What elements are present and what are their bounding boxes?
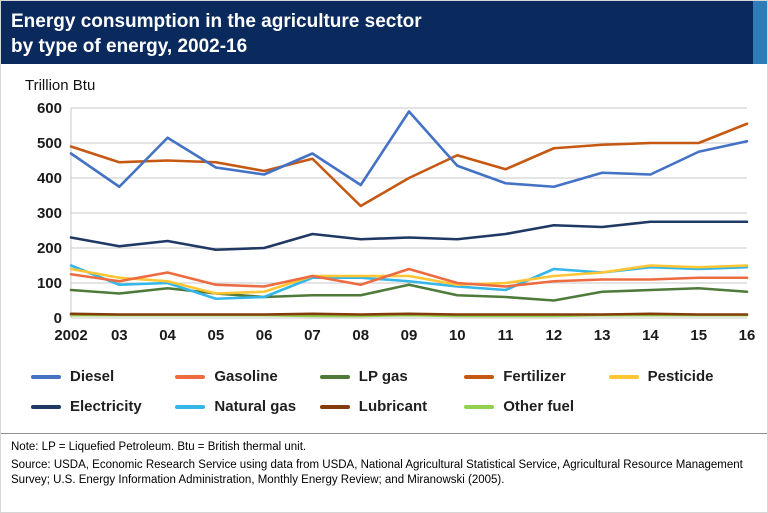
x-tick-label: 15 xyxy=(690,327,707,344)
legend-item-gasoline: Gasoline xyxy=(175,368,319,385)
x-tick-label: 05 xyxy=(208,327,225,344)
y-tick-label: 100 xyxy=(37,275,62,292)
y-axis-unit-label: Trillion Btu xyxy=(25,77,96,94)
series-line-lubricant xyxy=(69,312,749,316)
legend-label-fertilizer: Fertilizer xyxy=(503,368,566,385)
legend-swatch-pesticide xyxy=(608,374,639,379)
legend-swatch-lubricant xyxy=(319,404,350,409)
legend-item-pesticide: Pesticide xyxy=(608,368,753,385)
y-tick-label: 400 xyxy=(37,170,62,187)
header-accent-bar xyxy=(753,1,767,64)
series-line-diesel xyxy=(69,110,749,189)
series-line-lp-gas xyxy=(69,283,749,302)
x-tick-label: 2002 xyxy=(54,327,87,344)
x-tick-label: 03 xyxy=(111,327,128,344)
series-line-gasoline xyxy=(69,267,749,288)
notes-divider xyxy=(1,433,767,434)
x-tick-label: 07 xyxy=(304,327,321,344)
x-tick-label: 04 xyxy=(159,327,176,344)
legend-swatch-natural-gas xyxy=(175,404,206,409)
line-chart-area: 0 100 200 300 400 500 600 2002 03 04 05 06 07 08 09 10 1… xyxy=(1,96,767,348)
legend-label-gasoline: Gasoline xyxy=(214,368,278,385)
x-tick-label: 14 xyxy=(642,327,659,344)
legend-label-pesticide: Pesticide xyxy=(647,368,714,385)
x-tick-label: 11 xyxy=(498,327,514,344)
legend-item-natural-gas: Natural gas xyxy=(175,398,319,415)
note-text: Note: LP = Liquefied Petroleum. Btu = Br… xyxy=(11,441,307,453)
legend-label-lubricant: Lubricant xyxy=(358,398,428,415)
y-tick-label: 300 xyxy=(37,205,62,222)
chart-header: Energy consumption in the agriculture se… xyxy=(1,1,767,64)
notes-block: Note: LP = Liquefied Petroleum. Btu = Br… xyxy=(1,434,767,489)
chart-title-line1: Energy consumption in the agriculture se… xyxy=(11,11,422,32)
series-line-electricity xyxy=(69,220,749,252)
source-text: Source: USDA, Economic Research Service … xyxy=(11,458,743,487)
legend-item-diesel: Diesel xyxy=(31,368,175,385)
chart-legend: Diesel Gasoline LP gas Fertilizer Pesticide E… xyxy=(31,368,753,415)
y-tick-label: 500 xyxy=(37,135,62,152)
legend-item-lubricant: Lubricant xyxy=(319,398,464,415)
x-tick-label: 12 xyxy=(546,327,563,344)
legend-label-lp-gas: LP gas xyxy=(358,368,408,385)
x-tick-label: 06 xyxy=(256,327,273,344)
chart-title: Energy consumption in the agriculture se… xyxy=(1,1,753,64)
legend-label-other-fuel: Other fuel xyxy=(503,398,575,415)
legend-label-natural-gas: Natural gas xyxy=(214,398,297,415)
legend-swatch-other-fuel xyxy=(464,404,495,409)
x-tick-label: 13 xyxy=(594,327,611,344)
x-tick-label: 10 xyxy=(449,327,466,344)
series-line-pesticide xyxy=(69,264,749,295)
x-tick-label: 08 xyxy=(352,327,369,344)
legend-swatch-diesel xyxy=(31,374,61,379)
x-tick-label: 16 xyxy=(739,327,756,344)
legend-item-other-fuel: Other fuel xyxy=(464,398,608,415)
y-tick-label: 0 xyxy=(54,310,62,327)
y-tick-label: 200 xyxy=(37,240,62,257)
legend-item-electricity: Electricity xyxy=(31,398,175,415)
legend-swatch-electricity xyxy=(31,404,61,409)
x-tick-label: 09 xyxy=(401,327,418,344)
legend-item-lp-gas: LP gas xyxy=(319,368,464,385)
legend-swatch-gasoline xyxy=(175,374,206,379)
chart-title-line2: by type of energy, 2002-16 xyxy=(11,36,248,58)
legend-label-diesel: Diesel xyxy=(70,368,115,385)
legend-swatch-lp-gas xyxy=(319,374,350,379)
legend-swatch-fertilizer xyxy=(464,374,495,379)
legend-label-electricity: Electricity xyxy=(70,398,142,415)
y-tick-label: 600 xyxy=(37,100,62,117)
legend-item-fertilizer: Fertilizer xyxy=(464,368,608,385)
series-line-fertilizer xyxy=(69,122,749,208)
line-chart-svg: 0 100 200 300 400 500 600 2002 03 04 05 06 07 08 09 10 1… xyxy=(37,100,756,344)
